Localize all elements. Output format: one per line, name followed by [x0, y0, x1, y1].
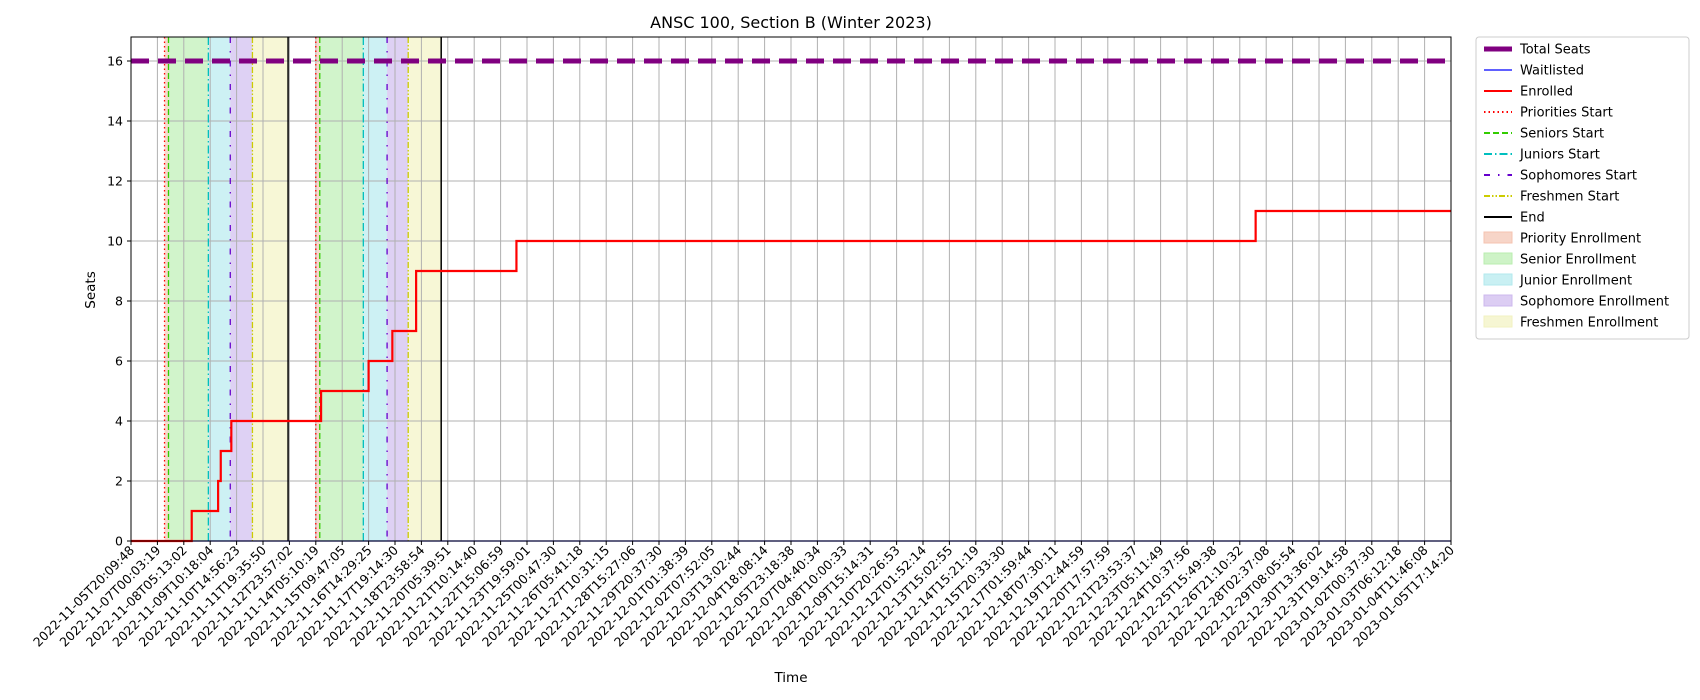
shaded-region: [319, 37, 364, 541]
legend-item: Juniors Start: [1484, 148, 1600, 163]
shaded-region: [230, 37, 253, 541]
y-tick-label: 6: [115, 354, 123, 369]
legend-item: Junior Enrollment: [1483, 273, 1632, 289]
legend-swatch: [1483, 273, 1513, 286]
legend-item: Freshmen Enrollment: [1483, 315, 1658, 331]
legend-item: Priority Enrollment: [1483, 231, 1641, 247]
legend-label: Junior Enrollment: [1519, 274, 1632, 289]
legend-item: Waitlisted: [1484, 64, 1584, 79]
legend-label: Juniors Start: [1519, 148, 1600, 163]
legend-item: Total Seats: [1484, 43, 1591, 58]
legend-item: Enrolled: [1484, 85, 1573, 100]
legend-label: End: [1520, 211, 1545, 226]
series-line-enrolled: [131, 209, 1451, 543]
legend-label: Senior Enrollment: [1520, 253, 1636, 268]
y-tick-label: 12: [107, 174, 123, 189]
legend-label: Freshmen Start: [1520, 190, 1619, 205]
y-axis-title: Seats: [83, 271, 99, 308]
legend-label: Sophomores Start: [1520, 169, 1637, 184]
y-tick-label: 0: [115, 534, 123, 549]
plot-area: 02468101214162022-11-05T20:09:482022-11-…: [30, 36, 1457, 650]
legend-swatch: [1483, 294, 1513, 307]
legend-label: Enrolled: [1520, 85, 1573, 100]
shaded-region: [408, 37, 442, 541]
legend-item: Sophomore Enrollment: [1483, 294, 1669, 310]
legend-swatch: [1483, 252, 1513, 265]
legend-label: Total Seats: [1519, 43, 1591, 58]
y-tick-label: 8: [115, 294, 123, 309]
legend-swatch: [1483, 315, 1513, 328]
legend-label: Priority Enrollment: [1520, 232, 1641, 247]
legend-label: Sophomore Enrollment: [1520, 295, 1669, 310]
legend-item: Sophomores Start: [1484, 169, 1637, 184]
legend-item: Priorities Start: [1484, 106, 1613, 121]
legend-item: Senior Enrollment: [1483, 252, 1636, 268]
y-tick-label: 10: [107, 234, 123, 249]
y-tick-label: 4: [115, 414, 123, 429]
legend-label: Freshmen Enrollment: [1520, 316, 1658, 331]
legend-swatch: [1483, 231, 1513, 244]
y-tick-label: 2: [115, 474, 123, 489]
x-axis-title: Time: [773, 670, 807, 686]
legend-item: Freshmen Start: [1484, 190, 1619, 205]
y-tick-label: 16: [107, 54, 123, 69]
chart-title: ANSC 100, Section B (Winter 2023): [650, 13, 932, 32]
shaded-region: [387, 37, 409, 541]
legend-label: Priorities Start: [1520, 106, 1613, 121]
shaded-region: [252, 37, 289, 541]
legend-item: End: [1484, 211, 1545, 226]
shaded-region: [315, 37, 320, 541]
legend-frame: [1475, 36, 1690, 340]
shaded-region: [164, 37, 169, 541]
legend-item: Seniors Start: [1484, 127, 1604, 142]
shaded-region: [208, 37, 231, 541]
legend-label: Waitlisted: [1520, 64, 1584, 79]
legend: Total Seats Waitlisted Enrolled Priorities …: [1475, 36, 1690, 340]
shaded-region: [168, 37, 209, 541]
legend-label: Seniors Start: [1520, 127, 1604, 142]
y-tick-label: 14: [107, 114, 123, 129]
shaded-region: [363, 37, 388, 541]
